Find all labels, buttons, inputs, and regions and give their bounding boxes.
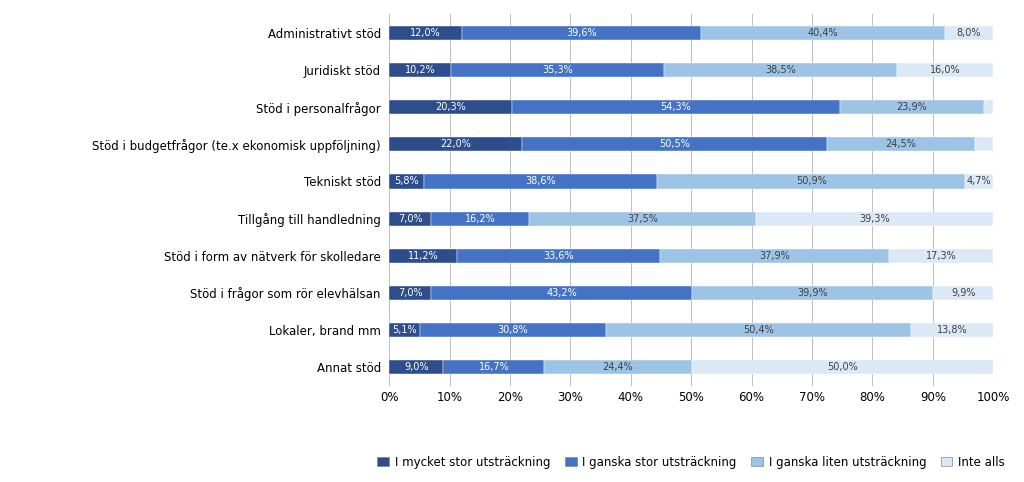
Bar (424, 174, 657, 188)
Bar (984, 100, 992, 114)
Bar (659, 249, 889, 263)
Bar (457, 249, 659, 263)
Text: 35,3%: 35,3% (542, 65, 572, 75)
Bar (389, 63, 451, 77)
Text: 16,0%: 16,0% (930, 65, 961, 75)
Bar (692, 360, 994, 374)
Bar (462, 26, 700, 40)
Text: 16,2%: 16,2% (465, 214, 496, 224)
Legend: I mycket stor utsträckning, I ganska stor utsträckning, I ganska liten utsträckn: I mycket stor utsträckning, I ganska sto… (373, 451, 1010, 473)
Bar (934, 286, 993, 300)
Text: 50,9%: 50,9% (796, 176, 826, 187)
Bar (756, 212, 993, 226)
Bar (389, 360, 443, 374)
Text: 16,7%: 16,7% (478, 362, 509, 372)
Bar (897, 63, 993, 77)
Bar (889, 249, 993, 263)
Bar (664, 63, 897, 77)
Bar (827, 137, 975, 151)
Text: 37,9%: 37,9% (759, 251, 790, 261)
Bar (910, 323, 994, 337)
Text: 50,0%: 50,0% (827, 362, 858, 372)
Text: 38,6%: 38,6% (525, 176, 556, 187)
Bar (431, 286, 692, 300)
Text: 7,0%: 7,0% (398, 288, 423, 298)
Text: 5,1%: 5,1% (392, 325, 417, 335)
Text: 38,5%: 38,5% (765, 65, 796, 75)
Text: 33,6%: 33,6% (543, 251, 573, 261)
Bar (389, 26, 462, 40)
Bar (451, 63, 664, 77)
Bar (389, 249, 457, 263)
Bar (606, 323, 910, 337)
Bar (431, 212, 529, 226)
Bar (389, 323, 420, 337)
Text: 30,8%: 30,8% (498, 325, 528, 335)
Text: 17,3%: 17,3% (926, 251, 956, 261)
Text: 39,3%: 39,3% (859, 214, 890, 224)
Text: 43,2%: 43,2% (547, 288, 578, 298)
Text: 12,0%: 12,0% (410, 28, 440, 38)
Text: 9,9%: 9,9% (951, 288, 976, 298)
Text: 39,9%: 39,9% (798, 288, 828, 298)
Bar (545, 360, 692, 374)
Text: 20,3%: 20,3% (435, 102, 466, 112)
Text: 23,9%: 23,9% (897, 102, 928, 112)
Text: 7,0%: 7,0% (398, 214, 423, 224)
Text: 8,0%: 8,0% (956, 28, 981, 38)
Text: 22,0%: 22,0% (440, 139, 471, 149)
Bar (945, 26, 993, 40)
Text: 24,4%: 24,4% (603, 362, 634, 372)
Text: 37,5%: 37,5% (627, 214, 658, 224)
Text: 5,8%: 5,8% (394, 176, 419, 187)
Bar (529, 212, 756, 226)
Text: 50,4%: 50,4% (742, 325, 774, 335)
Bar (389, 137, 522, 151)
Bar (965, 174, 993, 188)
Text: 40,4%: 40,4% (808, 28, 839, 38)
Bar (512, 100, 840, 114)
Bar (700, 26, 945, 40)
Bar (522, 137, 827, 151)
Bar (389, 174, 424, 188)
Text: 9,0%: 9,0% (404, 362, 429, 372)
Text: 10,2%: 10,2% (404, 65, 435, 75)
Bar (657, 174, 965, 188)
Bar (692, 286, 934, 300)
Bar (389, 100, 512, 114)
Bar (389, 286, 431, 300)
Text: 39,6%: 39,6% (566, 28, 597, 38)
Bar (420, 323, 606, 337)
Text: 13,8%: 13,8% (937, 325, 968, 335)
Text: 11,2%: 11,2% (408, 251, 438, 261)
Bar (389, 212, 431, 226)
Bar (840, 100, 984, 114)
Text: 54,3%: 54,3% (660, 102, 691, 112)
Text: 24,5%: 24,5% (886, 139, 916, 149)
Bar (443, 360, 545, 374)
Bar (975, 137, 992, 151)
Text: 4,7%: 4,7% (967, 176, 991, 187)
Text: 50,5%: 50,5% (659, 139, 690, 149)
